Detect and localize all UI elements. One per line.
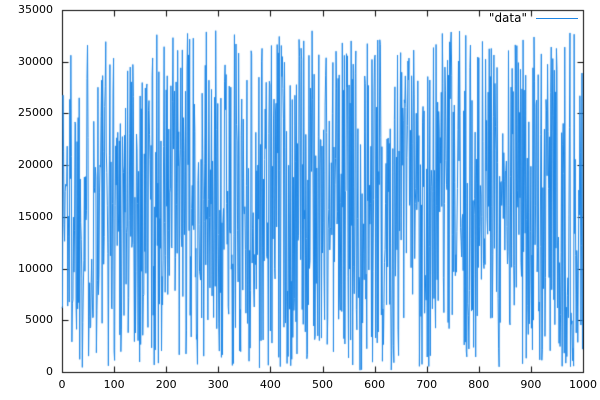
y-tick-label: 5000 xyxy=(25,313,53,327)
y-tick-label: 15000 xyxy=(18,209,53,223)
legend: "data" xyxy=(489,11,578,25)
x-tick-label: 1000 xyxy=(569,378,597,391)
x-tick-label: 500 xyxy=(312,378,333,391)
y-tick-label: 10000 xyxy=(18,261,53,275)
y-tick-label: 20000 xyxy=(18,158,53,172)
legend-label: "data" xyxy=(488,11,527,25)
x-tick-label: 900 xyxy=(520,378,542,391)
y-tick-label: 35000 xyxy=(18,3,53,16)
legend-line-sample-icon xyxy=(536,17,578,19)
x-tick-label: 100 xyxy=(103,378,125,391)
x-tick-label: 200 xyxy=(155,378,177,391)
x-tick-label: 700 xyxy=(416,378,438,391)
x-tick-label: 600 xyxy=(364,378,386,391)
x-tick-label: 400 xyxy=(259,378,281,391)
x-tick-label: 800 xyxy=(468,378,490,391)
x-tick-label: 300 xyxy=(207,378,229,391)
y-tick-label: 30000 xyxy=(18,54,53,68)
x-tick-label: 0 xyxy=(58,378,66,391)
y-tick-label: 0 xyxy=(46,365,53,378)
y-tick-label: 25000 xyxy=(18,106,53,120)
